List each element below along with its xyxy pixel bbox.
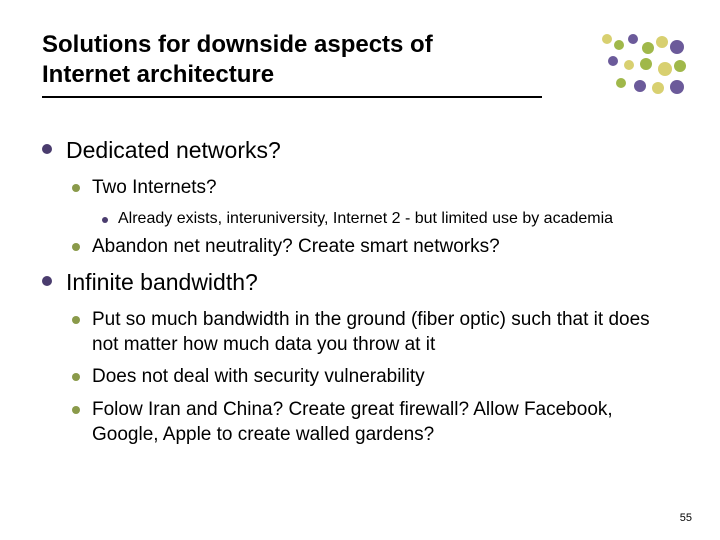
bullet-text: Infinite bandwidth? <box>66 268 258 298</box>
deco-dot <box>652 82 664 94</box>
bullet-row: Already exists, interuniversity, Interne… <box>102 209 678 230</box>
page-number: 55 <box>680 512 692 524</box>
decorative-dots <box>590 30 690 100</box>
deco-dot <box>670 40 684 54</box>
bullet-marker <box>42 276 52 286</box>
bullet-text: Does not deal with security vulnerabilit… <box>92 365 425 390</box>
deco-dot <box>614 40 624 50</box>
bullet-marker <box>72 316 80 324</box>
bullet-row: Does not deal with security vulnerabilit… <box>72 365 678 390</box>
bullet-marker <box>72 373 80 381</box>
bullet-text: Dedicated networks? <box>66 136 281 166</box>
deco-dot <box>634 80 646 92</box>
deco-dot <box>674 60 686 72</box>
deco-dot <box>640 58 652 70</box>
deco-dot <box>602 34 612 44</box>
bullet-text: Put so much bandwidth in the ground (fib… <box>92 308 678 357</box>
bullet-marker <box>42 144 52 154</box>
bullet-row: Dedicated networks? <box>42 136 678 166</box>
slide-title: Solutions for downside aspects of Intern… <box>42 30 542 98</box>
deco-dot <box>656 36 668 48</box>
deco-dot <box>658 62 672 76</box>
deco-dot <box>608 56 618 66</box>
slide-content: Dedicated networks? Two Internets? Already… <box>42 136 678 455</box>
bullet-text: Folow Iran and China? Create great firew… <box>92 398 678 447</box>
bullet-row: Infinite bandwidth? <box>42 268 678 298</box>
bullet-text: Already exists, interuniversity, Interne… <box>118 209 613 230</box>
bullet-marker <box>72 243 80 251</box>
bullet-row: Put so much bandwidth in the ground (fib… <box>72 308 678 357</box>
bullet-row: Abandon net neutrality? Create smart net… <box>72 235 678 260</box>
bullet-text: Abandon net neutrality? Create smart net… <box>92 235 500 260</box>
bullet-row: Folow Iran and China? Create great firew… <box>72 398 678 447</box>
bullet-row: Two Internets? <box>72 176 678 201</box>
deco-dot <box>670 80 684 94</box>
bullet-marker <box>72 406 80 414</box>
deco-dot <box>628 34 638 44</box>
deco-dot <box>616 78 626 88</box>
bullet-marker <box>102 217 108 223</box>
deco-dot <box>624 60 634 70</box>
bullet-marker <box>72 184 80 192</box>
deco-dot <box>642 42 654 54</box>
bullet-text: Two Internets? <box>92 176 217 201</box>
